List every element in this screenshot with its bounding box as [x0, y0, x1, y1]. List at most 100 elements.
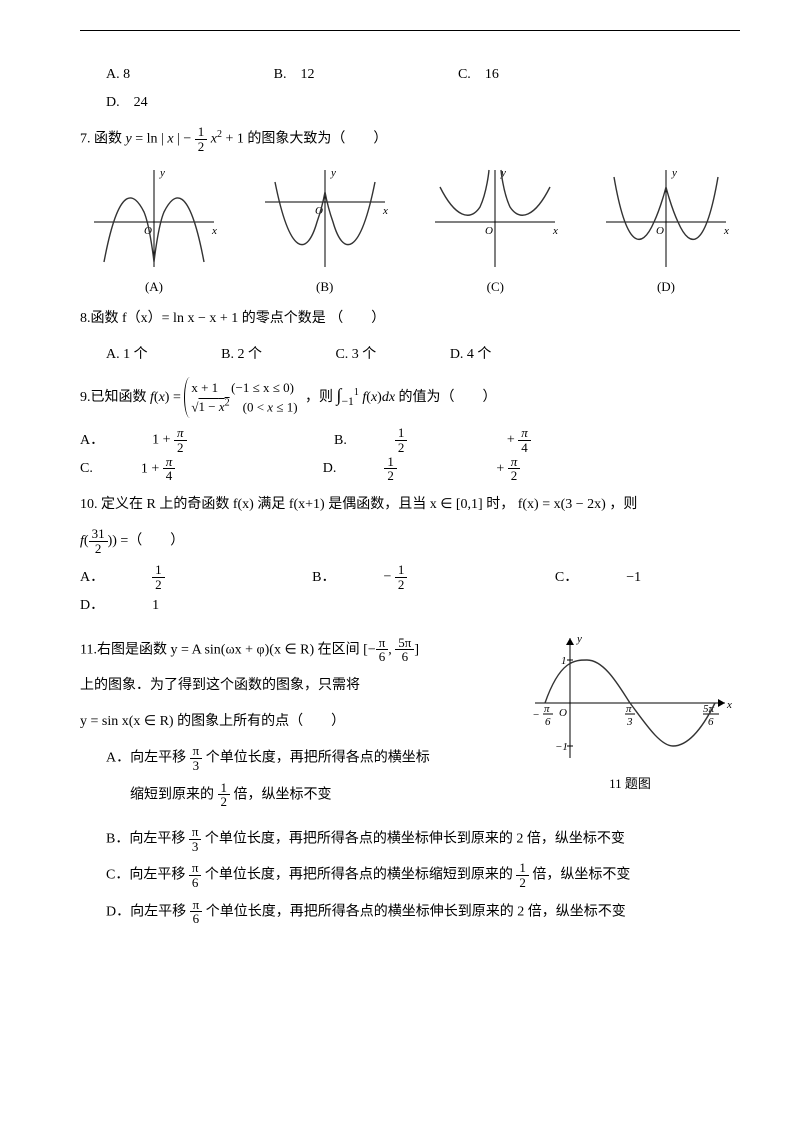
q7-stem: 7. 函数 y = ln | x | − 12 x2 + 1 的图象大致为（ ）: [80, 125, 740, 154]
q11-Afn: π: [190, 744, 203, 759]
svg-text:y: y: [330, 167, 336, 179]
q11-Ab: 个单位长度，再把所得各点的横坐标: [202, 751, 430, 766]
q9-stem: 9.已知函数 f(x) = x + 1 (−1 ≤ x ≤ 0) √1 − x2…: [80, 377, 740, 419]
q6-opt-c-val: 16: [485, 61, 499, 89]
q7-lab-b: (B): [255, 279, 395, 295]
q10-pa: A．: [80, 564, 104, 592]
q6-opt-b: B. 12: [274, 61, 385, 89]
q8-opt-d: D. 4 个: [450, 341, 492, 369]
q9-opt-d: D.12 + π2: [323, 455, 617, 483]
svg-text:−: −: [533, 709, 539, 721]
q6-options: A. 8 B. 12 C. 16 D. 24: [80, 61, 740, 117]
q10-opt-b: B．− 12: [312, 563, 503, 591]
q11-Af2n: 1: [218, 781, 231, 796]
q9-opt-b: B.12 + π4: [334, 426, 627, 454]
svg-text:x: x: [723, 225, 729, 237]
q9-piecewise: x + 1 (−1 ≤ x ≤ 0) √1 − x2 (0 < x ≤ 1): [184, 377, 301, 419]
q8-opt-a: A. 1 个: [106, 341, 148, 369]
q9-mid: ，则: [305, 390, 333, 405]
q7-stem-prefix: 7. 函数: [80, 132, 126, 147]
q11-Bfd: 3: [189, 840, 202, 854]
q11-optA: A．向左平移 π3 个单位长度，再把所得各点的横坐标: [80, 744, 520, 772]
q9-pc: C.: [80, 455, 93, 483]
q10-line2: f(312)) =（ ）: [80, 527, 740, 555]
q11-Cc: 倍，纵坐标不变: [529, 868, 631, 883]
q10-tc: −1: [626, 564, 641, 592]
svg-text:3: 3: [626, 716, 633, 728]
q11-Dfd: 6: [190, 912, 203, 926]
q11-line2: 上的图象．为了得到这个函数的图象，只需将: [80, 672, 520, 700]
svg-text:x: x: [552, 225, 558, 237]
svg-text:O: O: [656, 225, 664, 237]
q10-fd: 2: [89, 542, 108, 556]
q11-f2d: 6: [395, 650, 414, 664]
q11-optA2: 缩短到原来的 12 倍，纵坐标不变: [80, 781, 520, 809]
q8-opt-b: B. 2 个: [221, 341, 262, 369]
q11-Ca: C．向左平移: [106, 868, 189, 883]
q8-options: A. 1 个 B. 2 个 C. 3 个 D. 4 个: [80, 341, 740, 369]
q8-stem: 8.函数 f（x）= ln x − x + 1 的零点个数是 （ ）: [80, 305, 740, 333]
q9-options: A．1 + π2 B.12 + π4 C.1 + π4 D.12 + π2: [80, 426, 740, 483]
q11-optB: B．向左平移 π3 个单位长度，再把所得各点的横坐标伸长到原来的 2 倍，纵坐标…: [80, 825, 740, 853]
q11-f2n: 5π: [395, 636, 414, 651]
q7-fig-c: xyO (C): [425, 162, 565, 295]
q10-fn: 31: [89, 527, 108, 542]
q7-lab-c: (C): [425, 279, 565, 295]
q7-figures: x y O (A) x y O (B) xyO (C): [84, 162, 736, 295]
q10-pd: D．: [80, 592, 104, 620]
q11-l1b: ,: [388, 642, 395, 657]
q7-lab-a: (A): [84, 279, 224, 295]
q10-opt-d: D． 1: [80, 592, 207, 620]
q11-Ad: 倍，纵坐标不变: [230, 787, 332, 802]
q11-Db: 个单位长度，再把所得各点的横坐标伸长到原来的 2 倍，纵坐标不变: [202, 904, 626, 919]
q7-fig-a: xyO (A): [84, 162, 224, 295]
q7-fig-d: x y O (D): [596, 162, 736, 295]
q9-piece1: x + 1 (−1 ≤ x ≤ 0): [191, 380, 294, 395]
q11-f1n: π: [376, 636, 389, 651]
q9-pa: A．: [80, 427, 104, 455]
q11-Dfn: π: [190, 898, 203, 913]
q9-opt-c: C.1 + π4: [80, 455, 271, 483]
q10-options: A．12 B．− 12 C． −1 D． 1: [80, 563, 740, 619]
svg-text:O: O: [485, 225, 493, 237]
q10-pc: C．: [555, 564, 578, 592]
svg-text:y: y: [159, 167, 165, 179]
q6-opt-a: A. 8: [106, 61, 200, 89]
q11-Af2d: 2: [218, 795, 231, 809]
q11-figure: xyO 1 −1 − π6 π3 5π6 1: [520, 628, 740, 792]
q11-Cf2n: 1: [516, 861, 529, 876]
q10-suf: ) =（ ）: [112, 533, 184, 548]
q11-Afd: 3: [190, 759, 203, 773]
svg-text:y: y: [671, 167, 677, 179]
q10-opt-a: A．12: [80, 563, 261, 591]
q11-l1a: 11.右图是函数 y = A sin(ωx + φ)(x ∈ R) 在区间 [−: [80, 642, 376, 657]
q11-f1d: 6: [376, 650, 389, 664]
q6-opt-d-val: 24: [134, 89, 148, 117]
q10-td: 1: [152, 592, 159, 620]
q11-Bfn: π: [189, 825, 202, 840]
q11-Da: D．向左平移: [106, 904, 190, 919]
q11-Cb: 个单位长度，再把所得各点的横坐标缩短到原来的: [201, 868, 516, 883]
q8-opt-c: C. 3 个: [335, 341, 376, 369]
q6-opt-c: C. 16: [458, 61, 569, 89]
q11-line1: 11.右图是函数 y = A sin(ωx + φ)(x ∈ R) 在区间 [−…: [80, 636, 520, 664]
top-rule: [80, 30, 740, 31]
q9-pb: B.: [334, 427, 347, 455]
q11-Cf2d: 2: [516, 876, 529, 890]
q11-Cfd: 6: [189, 876, 202, 890]
q11-caption: 11 题图: [520, 773, 740, 792]
svg-text:−1: −1: [555, 741, 568, 753]
q11-l1c: ]: [414, 642, 419, 657]
q10-opt-c: C． −1: [555, 564, 689, 592]
q11-optD: D．向左平移 π6 个单位长度，再把所得各点的横坐标伸长到原来的 2 倍，纵坐标…: [80, 898, 740, 926]
q9-suffix: 的值为（ ）: [399, 390, 497, 405]
q11-line3: y = sin x(x ∈ R) 的图象上所有的点（ ）: [80, 708, 520, 736]
q9-pd: D.: [323, 455, 337, 483]
svg-text:x: x: [211, 225, 217, 237]
q7-lab-d: (D): [596, 279, 736, 295]
q6-opt-b-val: 12: [300, 61, 314, 89]
q9-opt-a: A．1 + π2: [80, 426, 283, 454]
svg-text:O: O: [559, 707, 567, 719]
q9-prefix: 9.已知函数: [80, 390, 150, 405]
q11-Cfn: π: [189, 861, 202, 876]
